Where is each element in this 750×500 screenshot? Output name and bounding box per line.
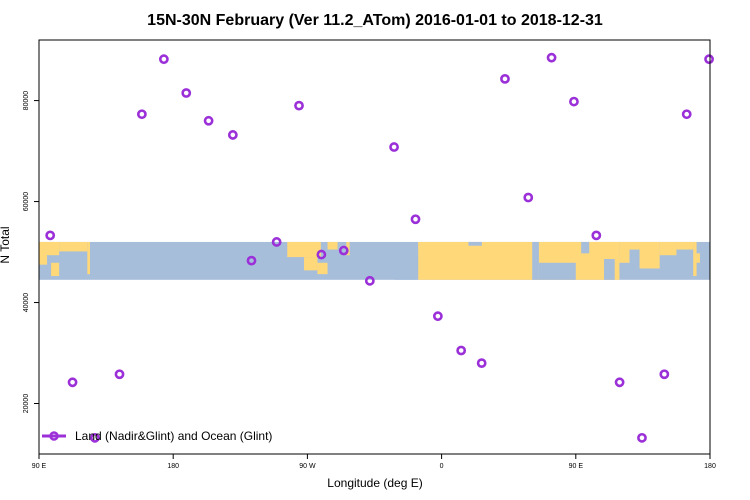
ocean-area	[538, 262, 576, 280]
data-point	[338, 245, 349, 256]
data-point	[158, 54, 169, 65]
data-point	[294, 100, 304, 111]
land-area	[317, 262, 328, 275]
x-tick-label: 180	[704, 463, 716, 470]
data-point	[90, 432, 100, 443]
x-tick-label: 0	[440, 463, 444, 470]
data-point	[271, 237, 282, 247]
land-area	[287, 241, 321, 258]
ocean-area	[468, 241, 482, 246]
data-point	[45, 230, 56, 241]
y-tick-label: 20000	[23, 394, 30, 414]
data-point	[456, 345, 467, 356]
land-area	[47, 241, 60, 256]
data-point	[681, 109, 692, 120]
ticks: 90 E 180 90 W 0 90 E 180 20000 40000 60000 80000	[23, 91, 716, 470]
land-area	[619, 241, 630, 263]
y-axis-label: N Total	[0, 226, 12, 263]
data-point	[523, 192, 534, 203]
data-point	[67, 377, 78, 388]
data-point	[614, 377, 625, 388]
land-area	[327, 241, 338, 250]
data-point	[546, 52, 557, 63]
ocean-area	[394, 249, 419, 280]
land-area	[51, 262, 60, 277]
x-tick-label: 90 W	[299, 463, 316, 470]
world-map-band	[39, 241, 710, 280]
data-point	[569, 96, 579, 107]
legend-label: Land (Nadir&Glint) and Ocean (Glint)	[75, 429, 272, 443]
data-point	[432, 311, 443, 322]
data-points	[45, 52, 714, 443]
data-point	[136, 109, 147, 120]
data-point	[114, 369, 125, 380]
legend: Land (Nadir&Glint) and Ocean (Glint)	[42, 429, 272, 443]
data-point	[203, 115, 214, 126]
data-point	[181, 88, 192, 98]
data-point	[637, 432, 647, 443]
land-area	[629, 241, 642, 250]
land-area	[639, 241, 660, 269]
data-point	[704, 54, 714, 65]
ocean-area	[532, 241, 539, 280]
ocean-area	[581, 241, 590, 254]
data-point	[659, 369, 670, 380]
x-tick-label: 180	[167, 463, 179, 470]
ocean-area	[603, 258, 615, 280]
data-point	[364, 275, 375, 286]
x-tick-label: 90 E	[32, 463, 47, 470]
land-area	[304, 257, 318, 271]
land-area	[659, 241, 677, 256]
data-point	[591, 230, 602, 241]
data-point	[476, 358, 487, 369]
legend-marker	[49, 431, 59, 441]
land-area	[693, 241, 697, 277]
data-point	[227, 130, 238, 140]
plot-frame	[38, 39, 711, 455]
x-tick-label: 90 E	[569, 463, 584, 470]
land-area	[39, 241, 48, 265]
data-point	[316, 249, 327, 260]
chart-title: 15N-30N February (Ver 11.2_ATom) 2016-01…	[147, 12, 603, 29]
data-point	[500, 73, 510, 84]
y-tick-label: 40000	[23, 293, 30, 313]
y-tick-label: 60000	[23, 192, 30, 212]
land-area	[59, 241, 88, 252]
data-point	[246, 255, 257, 266]
land-area	[676, 241, 694, 250]
data-point	[410, 214, 421, 225]
land-area	[696, 253, 700, 263]
x-axis-label: Longitude (deg E)	[327, 476, 422, 490]
data-point	[389, 142, 399, 152]
y-tick-label: 80000	[23, 91, 30, 111]
land-area	[87, 241, 90, 275]
